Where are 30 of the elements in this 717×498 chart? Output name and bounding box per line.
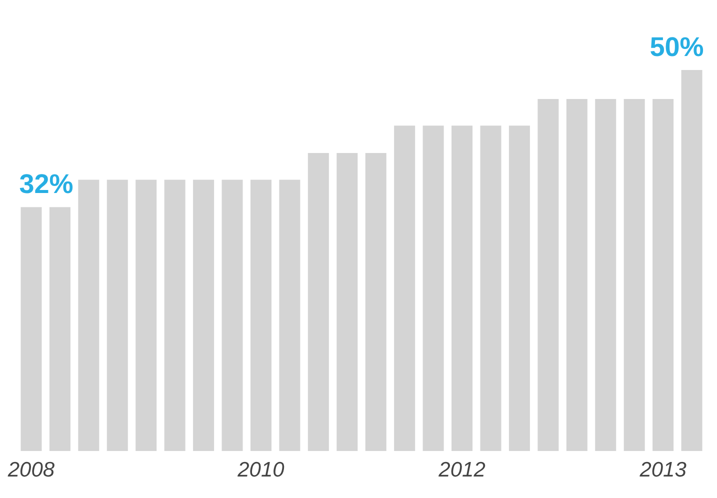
bar <box>106 180 128 451</box>
bar <box>452 126 473 451</box>
x-tick-label: 2013 <box>638 458 687 482</box>
bar <box>538 98 559 451</box>
bar <box>595 98 616 451</box>
bar <box>365 153 386 451</box>
bar <box>222 180 243 451</box>
bar <box>422 126 444 451</box>
bar <box>480 126 502 451</box>
bar <box>279 180 300 451</box>
bar <box>193 180 214 451</box>
bar <box>624 98 645 451</box>
data-label: 50% <box>650 32 704 62</box>
bar <box>250 180 272 451</box>
x-tick-label: 2010 <box>236 458 285 482</box>
bar <box>164 180 186 451</box>
x-tick-label: 2012 <box>438 458 486 482</box>
bar <box>652 98 674 451</box>
bar <box>566 98 588 451</box>
bar <box>394 126 416 451</box>
bar <box>336 153 358 451</box>
bar <box>308 153 329 451</box>
bar <box>136 180 157 451</box>
bar <box>508 126 530 451</box>
data-label: 32% <box>19 169 74 200</box>
bar <box>78 180 100 451</box>
x-tick-label: 2008 <box>6 458 55 482</box>
bar <box>20 207 42 451</box>
bar <box>49 207 70 451</box>
bar <box>681 70 702 451</box>
